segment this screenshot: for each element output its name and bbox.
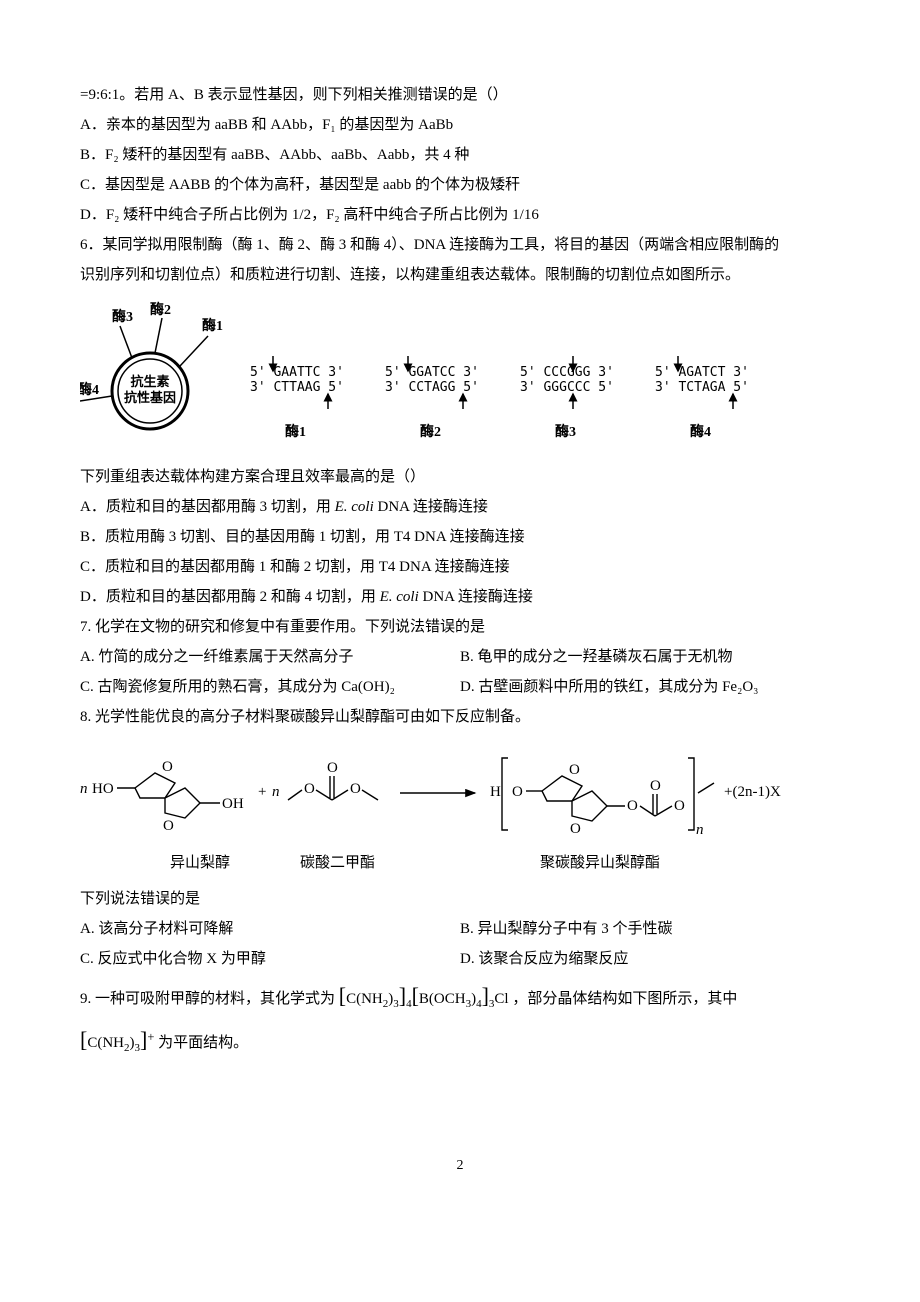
q8-cap-3: 聚碳酸异山梨醇酯	[490, 848, 710, 878]
q9-formula-2: [C(NH2)3]+	[80, 1035, 158, 1051]
q6-d-pre: D．质粒和目的基因都用酶 2 和酶 4 切割，用	[80, 589, 380, 605]
q7-opt-a: A. 竹简的成分之一纤维素属于天然高分子	[80, 642, 460, 672]
seq3-top: 5' CCCGGG 3'	[520, 365, 614, 380]
q6-figure: 抗生素 抗性基因 酶3 酶2 酶1 酶4 5' GAATTC 3' 3' CTT…	[80, 296, 840, 456]
plasmid-label-1: 抗生素	[130, 374, 169, 389]
r-HO: HO	[92, 781, 114, 797]
r-O1: O	[162, 759, 173, 775]
r-H: H	[490, 784, 501, 800]
e4-label: 酶4	[80, 381, 99, 398]
e2-label: 酶2	[150, 301, 171, 318]
seq4-top: 5' AGATCT 3'	[655, 365, 749, 380]
r-O9: O	[627, 798, 638, 814]
r-n1: n	[80, 781, 88, 797]
q5-opt-c: C．基因型是 AABB 的个体为高秆，基因型是 aabb 的个体为极矮秆	[80, 170, 840, 200]
r-O2: O	[163, 818, 174, 834]
lab-e4: 酶4	[690, 423, 711, 440]
q8-reaction-figure: n HO O O OH + n O O O H O O O	[80, 738, 840, 878]
q8-opt-b: B. 异山梨醇分子中有 3 个手性碳	[460, 914, 840, 944]
lab-e1: 酶1	[285, 423, 306, 440]
q6-a-italic: E. coli	[335, 499, 374, 515]
r-O3: O	[304, 781, 315, 797]
q6-opt-c: C．质粒和目的基因都用酶 1 和酶 2 切割，用 T4 DNA 连接酶连接	[80, 552, 840, 582]
q7-opt-b: B. 龟甲的成分之一羟基磷灰石属于无机物	[460, 642, 840, 672]
e3-label: 酶3	[112, 308, 133, 325]
q8-opt-d: D. 该聚合反应为缩聚反应	[460, 944, 840, 974]
r-O5: O	[327, 760, 338, 776]
plasmid-label-2: 抗性基因	[124, 390, 176, 405]
r-n2: n	[272, 784, 280, 800]
q6-d-italic: E. coli	[380, 589, 419, 605]
seq4-bot: 3' TCTAGA 5'	[655, 380, 749, 395]
r-O8: O	[570, 821, 581, 837]
lab-e2: 酶2	[420, 423, 441, 440]
q8-cap-1: 异山梨醇	[135, 848, 265, 878]
lab-e3: 酶3	[555, 423, 576, 440]
q5-opt-b: B．F₂ 矮秆的基因型有 aaBB、AAbb、aaBb、Aabb，共 4 种	[80, 140, 840, 170]
svg-text:+: +	[258, 784, 266, 800]
r-O10: O	[650, 778, 661, 794]
q6-stem-1: 6．某同学拟用限制酶（酶 1、酶 2、酶 3 和酶 4）、DNA 连接酶为工具，…	[80, 230, 840, 260]
q8-opt-c: C. 反应式中化合物 X 为甲醇	[80, 944, 460, 974]
q9-post: ，部分晶体结构如下图所示，其中	[512, 991, 737, 1007]
page-number: 2	[80, 1152, 840, 1180]
q5-opt-d: D．F₂ 矮秆中纯合子所占比例为 1/2，F₂ 高秆中纯合子所占比例为 1/16	[80, 200, 840, 230]
q7-stem: 7. 化学在文物的研究和修复中有重要作用。下列说法错误的是	[80, 612, 840, 642]
r-n3: n	[696, 822, 704, 838]
q6-stem-2: 识别序列和切割位点）和质粒进行切割、连接，以构建重组表达载体。限制酶的切割位点如…	[80, 260, 840, 290]
seq2-top: 5' GGATCC 3'	[385, 365, 479, 380]
q6-a-post: DNA 连接酶连接	[374, 499, 488, 515]
r-O6: O	[512, 784, 523, 800]
q8-cap-2: 碳酸二甲酯	[265, 848, 410, 878]
seq1-top: 5' GAATTC 3'	[250, 365, 344, 380]
q9-l2-text: 为平面结构。	[158, 1035, 248, 1051]
r-O4: O	[350, 781, 361, 797]
q5-opt-a: A．亲本的基因型为 aaBB 和 AAbb，F₁ 的基因型为 AaBb	[80, 110, 840, 140]
r-O7: O	[569, 762, 580, 778]
q6-d-post: DNA 连接酶连接	[419, 589, 533, 605]
q8-stem: 8. 光学性能优良的高分子材料聚碳酸异山梨醇酯可由如下反应制备。	[80, 702, 840, 732]
e1-label: 酶1	[202, 317, 223, 334]
r-O11: O	[674, 798, 685, 814]
r-OH: OH	[222, 796, 244, 812]
q6-prompt: 下列重组表达载体构建方案合理且效率最高的是（）	[80, 462, 840, 492]
q8-prompt: 下列说法错误的是	[80, 884, 840, 914]
seq3-bot: 3' GGGCCC 5'	[520, 380, 614, 395]
seq1-bot: 3' CTTAAG 5'	[250, 380, 344, 395]
q6-a-pre: A．质粒和目的基因都用酶 3 切割，用	[80, 499, 335, 515]
q7-opt-d: D. 古壁画颜料中所用的铁红，其成分为 Fe₂O₃	[460, 672, 840, 702]
q9-pre: 9. 一种可吸附甲醇的材料，其化学式为	[80, 991, 335, 1007]
q7-opt-c: C. 古陶瓷修复所用的熟石膏，其成分为 Ca(OH)₂	[80, 672, 460, 702]
q5-intro: =9:6:1。若用 A、B 表示显性基因，则下列相关推测错误的是（）	[80, 80, 840, 110]
q6-opt-a: A．质粒和目的基因都用酶 3 切割，用 E. coli DNA 连接酶连接	[80, 492, 840, 522]
r-2n1x: +(2n-1)X	[724, 784, 781, 800]
q8-opt-a: A. 该高分子材料可降解	[80, 914, 460, 944]
q9-formula-main: [C(NH2)3]4[B(OCH3)4]3Cl	[339, 991, 513, 1007]
q9-line1: 9. 一种可吸附甲醇的材料，其化学式为 [C(NH2)3]4[B(OCH3)4]…	[80, 974, 840, 1018]
q9-line2: [C(NH2)3]+ 为平面结构。	[80, 1018, 840, 1062]
q6-opt-d: D．质粒和目的基因都用酶 2 和酶 4 切割，用 E. coli DNA 连接酶…	[80, 582, 840, 612]
q6-opt-b: B．质粒用酶 3 切割、目的基因用酶 1 切割，用 T4 DNA 连接酶连接	[80, 522, 840, 552]
seq2-bot: 3' CCTAGG 5'	[385, 380, 479, 395]
